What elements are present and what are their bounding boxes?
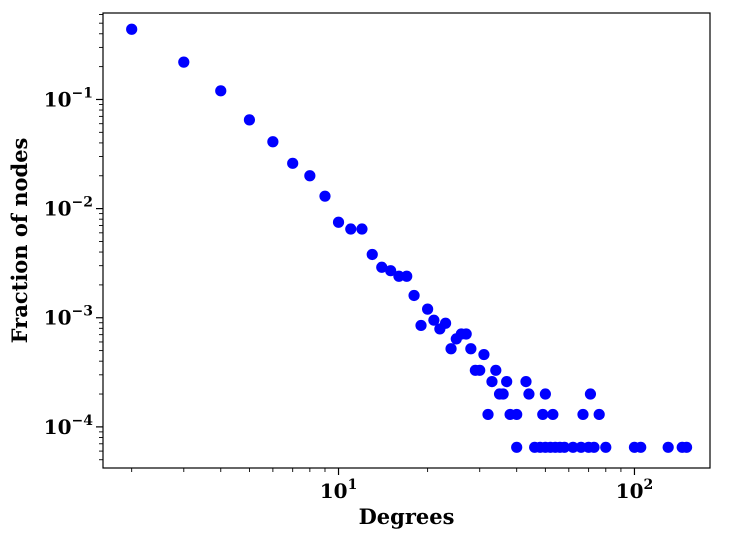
data-point (474, 364, 486, 376)
data-point (584, 388, 597, 400)
data-point (126, 23, 138, 35)
y-tick-label: 10−2 (44, 195, 93, 221)
data-point (501, 375, 513, 388)
data-point (478, 348, 490, 361)
y-axis-label: Fraction of nodes (7, 138, 32, 344)
data-point (593, 408, 605, 421)
data-point (465, 343, 477, 355)
data-point (376, 261, 388, 273)
data-point (445, 343, 457, 355)
data-point (366, 248, 378, 261)
data-point (547, 408, 559, 421)
data-point (577, 408, 589, 421)
data-point (511, 441, 523, 453)
data-point (680, 441, 693, 453)
axis-ticks: 101 102 10−1 10−2 10−3 10−4 (44, 14, 654, 503)
data-point (588, 441, 600, 453)
data-point (332, 216, 345, 228)
data-point (408, 289, 420, 302)
data-point (393, 270, 405, 282)
data-point (635, 441, 647, 453)
data-point (345, 223, 357, 235)
data-point (486, 375, 498, 388)
data-point (401, 270, 413, 282)
data-point (520, 375, 532, 388)
data-point (558, 441, 571, 453)
x-tick-label: 101 (320, 477, 358, 503)
data-point (523, 388, 535, 400)
data-point (356, 223, 368, 235)
data-point (178, 56, 190, 68)
data-point (511, 408, 523, 421)
data-point (287, 157, 299, 169)
data-point (439, 317, 452, 329)
data-point (304, 170, 316, 182)
x-tick-label: 102 (616, 477, 654, 503)
data-point (319, 190, 331, 202)
y-tick-label: 10−1 (44, 85, 93, 111)
data-point (415, 319, 427, 332)
data-point (482, 408, 494, 421)
data-point (385, 265, 397, 277)
data-point (215, 85, 227, 97)
data-point (567, 441, 579, 453)
y-tick-label: 10−3 (44, 304, 93, 330)
data-point (428, 314, 440, 326)
data-point (662, 441, 674, 453)
data-point (422, 303, 434, 315)
data-point (600, 441, 612, 453)
plot-area-frame (102, 12, 711, 469)
data-point (490, 364, 502, 376)
x-axis-label: Degrees (359, 504, 455, 529)
data-point (537, 408, 549, 421)
data-points (126, 23, 693, 453)
data-point (460, 328, 472, 340)
data-point (539, 388, 551, 400)
data-point (267, 136, 279, 148)
data-point (243, 114, 256, 126)
data-point (497, 388, 509, 400)
y-tick-label: 10−4 (44, 413, 94, 439)
